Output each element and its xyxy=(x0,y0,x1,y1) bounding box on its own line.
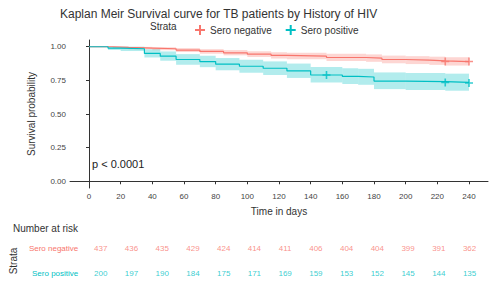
svg-text:169: 169 xyxy=(278,269,292,278)
svg-text:Time in days: Time in days xyxy=(251,206,307,217)
svg-text:404: 404 xyxy=(340,244,354,253)
svg-text:0.00: 0.00 xyxy=(50,177,66,186)
svg-text:406: 406 xyxy=(309,244,323,253)
svg-text:135: 135 xyxy=(463,269,477,278)
svg-text:160: 160 xyxy=(336,192,350,201)
svg-text:159: 159 xyxy=(309,269,323,278)
svg-text:0: 0 xyxy=(87,192,92,201)
svg-text:0.25: 0.25 xyxy=(50,143,66,152)
svg-text:171: 171 xyxy=(248,269,262,278)
svg-text:Sero positive: Sero positive xyxy=(32,269,79,278)
svg-text:Kaplan Meir Survival curve for: Kaplan Meir Survival curve for TB patien… xyxy=(60,7,377,21)
svg-text:180: 180 xyxy=(367,192,381,201)
svg-text:175: 175 xyxy=(217,269,231,278)
svg-text:Strata: Strata xyxy=(8,247,19,274)
svg-text:414: 414 xyxy=(248,244,262,253)
svg-text:Survival probability: Survival probability xyxy=(26,72,37,156)
svg-text:p < 0.0001: p < 0.0001 xyxy=(92,158,144,170)
svg-text:184: 184 xyxy=(186,269,200,278)
svg-text:362: 362 xyxy=(463,244,477,253)
svg-text:197: 197 xyxy=(125,269,139,278)
svg-text:100: 100 xyxy=(241,192,255,201)
svg-text:399: 399 xyxy=(401,244,415,253)
svg-text:404: 404 xyxy=(371,244,385,253)
svg-text:0.75: 0.75 xyxy=(50,76,66,85)
svg-text:144: 144 xyxy=(432,269,446,278)
svg-text:437: 437 xyxy=(94,244,108,253)
svg-text:429: 429 xyxy=(186,244,200,253)
svg-text:411: 411 xyxy=(279,244,292,253)
svg-text:60: 60 xyxy=(180,192,189,201)
svg-text:Sero negative: Sero negative xyxy=(210,25,272,36)
svg-text:120: 120 xyxy=(272,192,286,201)
svg-text:140: 140 xyxy=(304,192,318,201)
svg-text:424: 424 xyxy=(217,244,231,253)
svg-text:436: 436 xyxy=(125,244,139,253)
svg-text:40: 40 xyxy=(148,192,157,201)
svg-text:152: 152 xyxy=(371,269,385,278)
svg-text:Sero positive: Sero positive xyxy=(301,25,359,36)
svg-text:145: 145 xyxy=(401,269,415,278)
svg-text:200: 200 xyxy=(399,192,413,201)
svg-text:0.50: 0.50 xyxy=(50,110,66,119)
svg-text:Sero negative: Sero negative xyxy=(29,244,79,253)
svg-text:240: 240 xyxy=(462,192,476,201)
svg-text:1.00: 1.00 xyxy=(50,42,66,51)
svg-text:190: 190 xyxy=(156,269,170,278)
svg-text:220: 220 xyxy=(431,192,445,201)
svg-text:153: 153 xyxy=(340,269,354,278)
svg-text:391: 391 xyxy=(432,244,446,253)
svg-text:20: 20 xyxy=(116,192,125,201)
svg-text:200: 200 xyxy=(94,269,108,278)
svg-text:435: 435 xyxy=(156,244,170,253)
svg-text:Number at risk: Number at risk xyxy=(13,223,79,234)
svg-text:Strata: Strata xyxy=(150,21,177,32)
svg-text:80: 80 xyxy=(211,192,220,201)
